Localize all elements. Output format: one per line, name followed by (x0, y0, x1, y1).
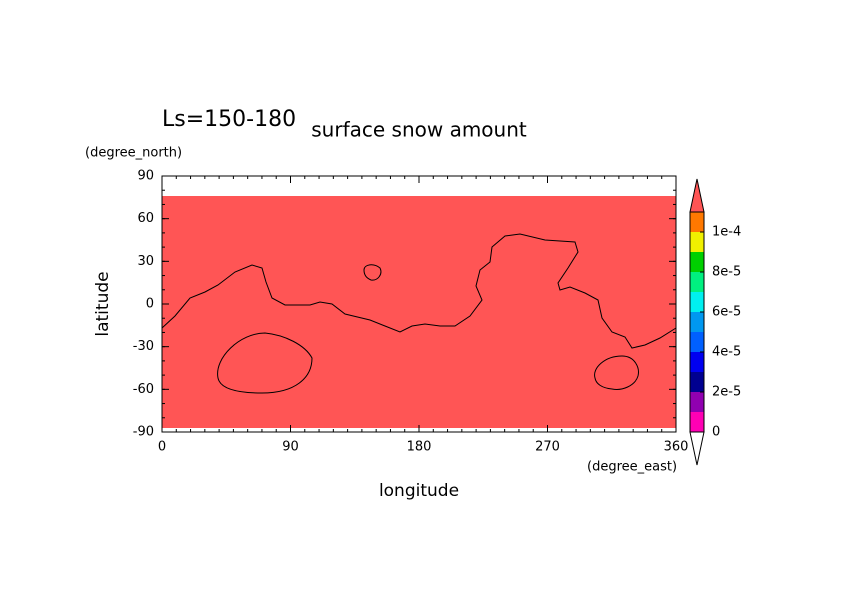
colorbar-box (690, 212, 704, 232)
colorbar-tick-label: 4e-5 (712, 345, 741, 360)
colorbar-box (690, 372, 704, 392)
contour-line (594, 355, 639, 390)
y-tick-label: 90 (137, 169, 154, 184)
x-tick-label: 0 (158, 440, 166, 455)
x-units: (degree_east) (587, 460, 677, 475)
colorbar-tick-label: 1e-4 (712, 225, 741, 240)
colorbar-box (690, 232, 704, 252)
colorbar-box (690, 352, 704, 372)
colorbar-tick-label: 0 (712, 425, 720, 440)
colorbar-box (690, 332, 704, 352)
colorbar-tick-label: 8e-5 (712, 265, 741, 280)
colorbar-frame (689, 211, 705, 433)
contour-line (161, 233, 677, 349)
subtitle: Ls=150-180 (162, 107, 296, 132)
colorbar-tick-label: 6e-5 (712, 305, 741, 320)
chart-title: surface snow amount (311, 118, 527, 142)
x-tick-label: 90 (282, 440, 299, 455)
y-tick-label: -30 (133, 339, 154, 354)
contour-line (217, 332, 313, 394)
contour-line (363, 264, 382, 281)
colorbar-box (690, 312, 704, 332)
y-tick-label: 30 (137, 254, 154, 269)
x-tick-label: 180 (407, 440, 432, 455)
y-axis-label: latitude (93, 271, 113, 336)
x-tick-label: 360 (664, 440, 689, 455)
field-fill (162, 196, 676, 428)
y-tick-label: -90 (133, 425, 154, 440)
y-tick-label: -60 (133, 382, 154, 397)
colorbar-tick-label: 2e-5 (712, 385, 741, 400)
contours (161, 233, 677, 394)
y-units: (degree_north) (85, 146, 182, 161)
colorbar-under (689, 431, 705, 466)
colorbar-box (690, 412, 704, 432)
y-tick-label: 60 (137, 211, 154, 226)
colorbar-box (690, 392, 704, 412)
y-tick-label: 0 (146, 297, 154, 312)
x-tick-label: 270 (535, 440, 560, 455)
colorbar-box (690, 252, 704, 272)
colorbar-box (690, 272, 704, 292)
x-axis-label: longitude (379, 481, 459, 501)
colorbar-box (690, 292, 704, 312)
colorbar-over (689, 178, 705, 213)
